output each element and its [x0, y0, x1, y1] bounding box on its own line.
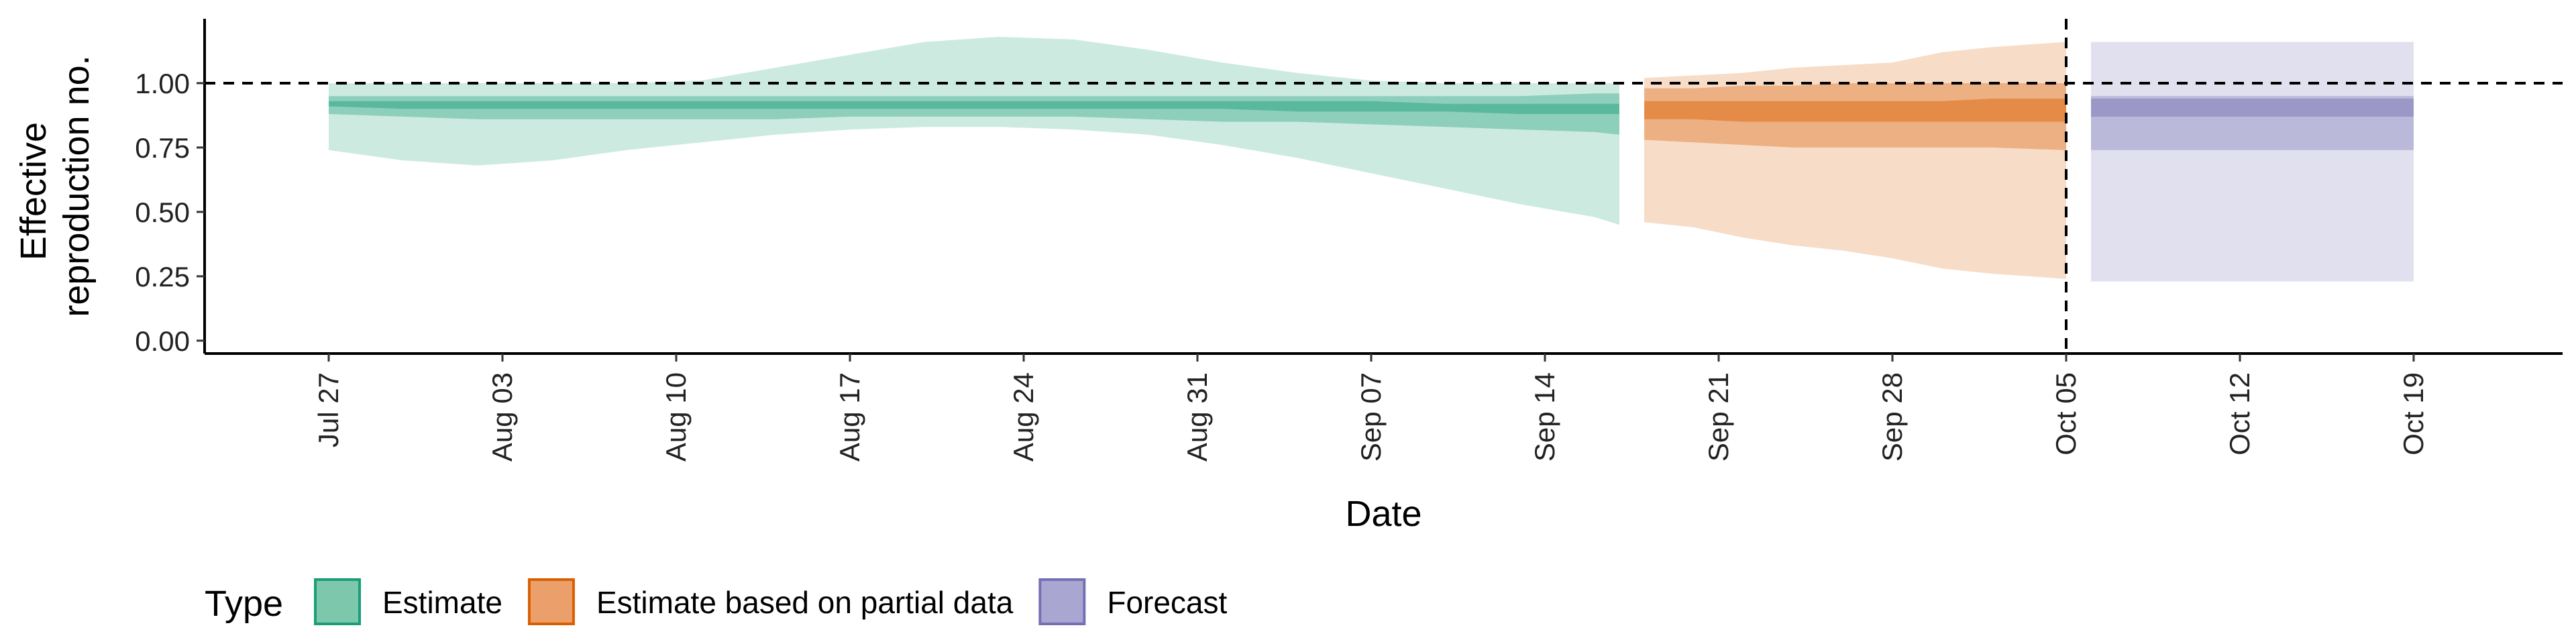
band-50-estimate-based-on-partial-data	[1644, 83, 2066, 150]
y-axis-title-line-2: reproduction no.	[56, 55, 97, 317]
y-tick-label: 0.00	[135, 325, 190, 357]
band-90-estimate	[329, 36, 1619, 225]
x-tick-label: Aug 24	[1008, 372, 1039, 462]
band-50-estimate	[329, 93, 1619, 135]
x-tick-label: Aug 10	[660, 372, 692, 462]
legend-label-estimate-based-on-partial-data: Estimate based on partial data	[596, 585, 1014, 620]
y-tick-label: 0.75	[135, 132, 190, 164]
legend-key-estimate	[314, 578, 361, 625]
y-tick-label: 0.50	[135, 197, 190, 228]
y-axis-title: Effective reproduction no.	[13, 55, 97, 317]
legend-title: Type	[205, 584, 283, 624]
x-tick-label: Aug 31	[1181, 372, 1213, 462]
series-forecast	[2091, 42, 2414, 282]
legend-label-forecast: Forecast	[1107, 585, 1227, 620]
band-90-estimate-based-on-partial-data	[1644, 42, 2066, 279]
x-tick-label: Aug 03	[486, 372, 518, 462]
x-tick-label: Jul 27	[313, 372, 344, 447]
x-tick-label: Oct 05	[2050, 372, 2082, 455]
series-estimate-based-on-partial-data	[1644, 42, 2066, 279]
band-20-forecast	[2091, 99, 2414, 117]
legend-label-estimate: Estimate	[382, 585, 502, 620]
band-20-estimate	[329, 101, 1619, 114]
y-axis-title-line-1: Effective	[13, 122, 54, 260]
x-tick-label: Aug 17	[834, 372, 865, 462]
legend-key-estimate-based-on-partial-data	[527, 578, 575, 625]
x-tick-label: Sep 14	[1529, 372, 1560, 462]
band-50-forecast	[2091, 96, 2414, 150]
ribbon-layer	[329, 36, 2414, 282]
band-90-forecast	[2091, 42, 2414, 282]
series-estimate	[329, 36, 1619, 225]
x-tick-label: Sep 07	[1355, 372, 1387, 462]
axes: 0.00 0.25 0.50 0.75 1.00 Jul 27 Aug 03 Aug 10 Au…	[135, 19, 2563, 462]
x-tick-label: Sep 28	[1876, 372, 1908, 462]
x-tick-label: Sep 21	[1703, 372, 1734, 462]
y-tick-label: 0.25	[135, 261, 190, 292]
legend: Type Estimate Estimate based on partial d…	[205, 578, 1228, 625]
legend-key-forecast	[1038, 578, 1086, 625]
x-tick-label: Oct 12	[2224, 372, 2255, 455]
x-axis-title: Date	[1345, 494, 1421, 534]
y-tick-label: 1.00	[135, 68, 190, 99]
x-tick-label: Oct 19	[2398, 372, 2429, 455]
band-20-estimate-based-on-partial-data	[1644, 99, 2066, 122]
